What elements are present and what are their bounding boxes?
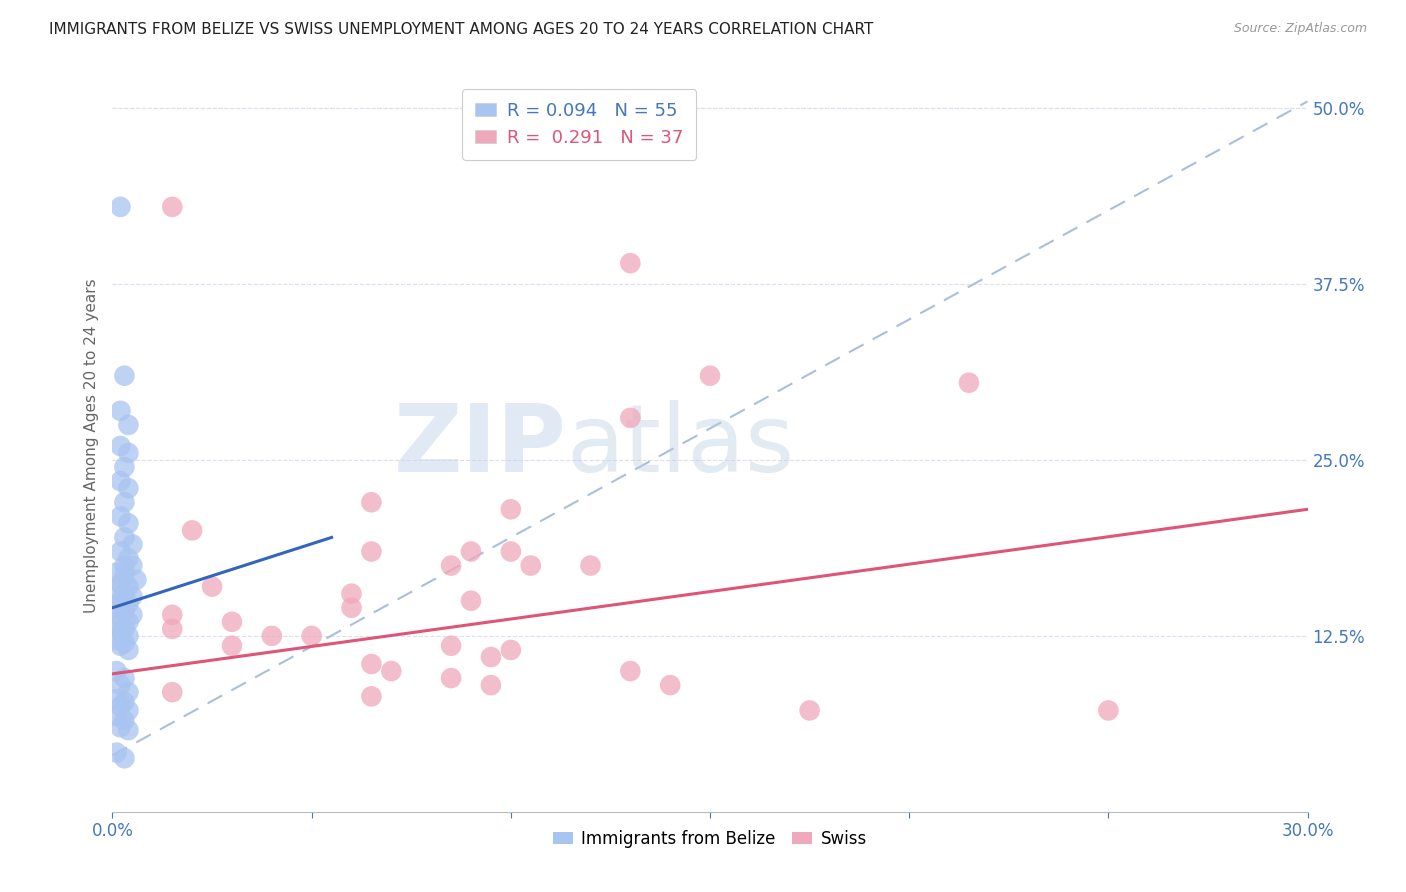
Point [699,368,721,383]
Point [105,633,128,648]
Point [105,746,128,760]
Point [110,678,132,692]
Point [360,690,382,704]
Point [117,685,139,699]
Point [125,573,148,587]
Point [114,714,135,728]
Point [110,577,132,591]
Point [340,587,363,601]
Text: atlas: atlas [567,400,794,492]
Point [117,723,139,738]
Point [799,703,821,717]
Point [117,551,139,566]
Point [121,558,143,573]
Point [114,751,135,765]
Legend: Immigrants from Belize, Swiss: Immigrants from Belize, Swiss [547,823,873,855]
Point [117,516,139,531]
Point [460,544,482,558]
Point [110,699,132,714]
Point [201,580,224,594]
Point [114,460,135,475]
Point [360,544,382,558]
Point [619,256,641,270]
Point [957,376,980,390]
Point [440,671,463,685]
Point [114,622,135,636]
Point [110,544,132,558]
Point [105,582,128,597]
Point [110,593,132,607]
Point [110,200,132,214]
Point [110,639,132,653]
Point [114,568,135,582]
Point [114,695,135,709]
Point [110,509,132,524]
Point [499,502,522,516]
Text: IMMIGRANTS FROM BELIZE VS SWISS UNEMPLOYMENT AMONG AGES 20 TO 24 YEARS CORRELATI: IMMIGRANTS FROM BELIZE VS SWISS UNEMPLOY… [49,22,873,37]
Point [440,639,463,653]
Point [479,650,502,665]
Point [105,692,128,706]
Point [659,678,682,692]
Point [117,643,139,657]
Point [114,495,135,509]
Point [110,439,132,453]
Point [181,524,204,538]
Point [162,200,183,214]
Point [479,678,502,692]
Point [460,593,482,607]
Point [360,657,382,671]
Point [114,587,135,601]
Point [440,558,463,573]
Point [114,558,135,573]
Text: Source: ZipAtlas.com: Source: ZipAtlas.com [1233,22,1367,36]
Point [117,615,139,629]
Point [360,495,382,509]
Point [110,624,132,639]
Point [117,629,139,643]
Point [579,558,602,573]
Point [221,615,243,629]
Point [105,566,128,580]
Point [520,558,543,573]
Point [105,664,128,678]
Point [114,604,135,618]
Point [499,643,522,657]
Point [110,404,132,418]
Point [260,629,283,643]
Point [105,709,128,723]
Point [1097,703,1119,717]
Point [117,703,139,717]
Text: ZIP: ZIP [394,400,567,492]
Point [110,474,132,488]
Point [114,530,135,544]
Point [380,664,402,678]
Point [162,685,183,699]
Point [121,590,143,604]
Point [340,600,363,615]
Point [117,417,139,432]
Point [619,410,641,425]
Point [121,537,143,551]
Point [114,368,135,383]
Point [114,671,135,685]
Point [162,607,183,622]
Point [114,636,135,650]
Point [121,607,143,622]
Point [117,446,139,460]
Point [117,580,139,594]
Point [105,600,128,615]
Y-axis label: Unemployment Among Ages 20 to 24 years: Unemployment Among Ages 20 to 24 years [83,278,98,614]
Point [619,664,641,678]
Point [110,610,132,624]
Point [105,619,128,633]
Point [162,622,183,636]
Point [117,481,139,495]
Point [221,639,243,653]
Point [499,544,522,558]
Point [110,720,132,734]
Point [301,629,323,643]
Point [117,597,139,611]
